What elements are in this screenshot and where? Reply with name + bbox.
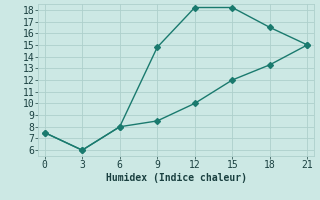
X-axis label: Humidex (Indice chaleur): Humidex (Indice chaleur): [106, 173, 246, 183]
